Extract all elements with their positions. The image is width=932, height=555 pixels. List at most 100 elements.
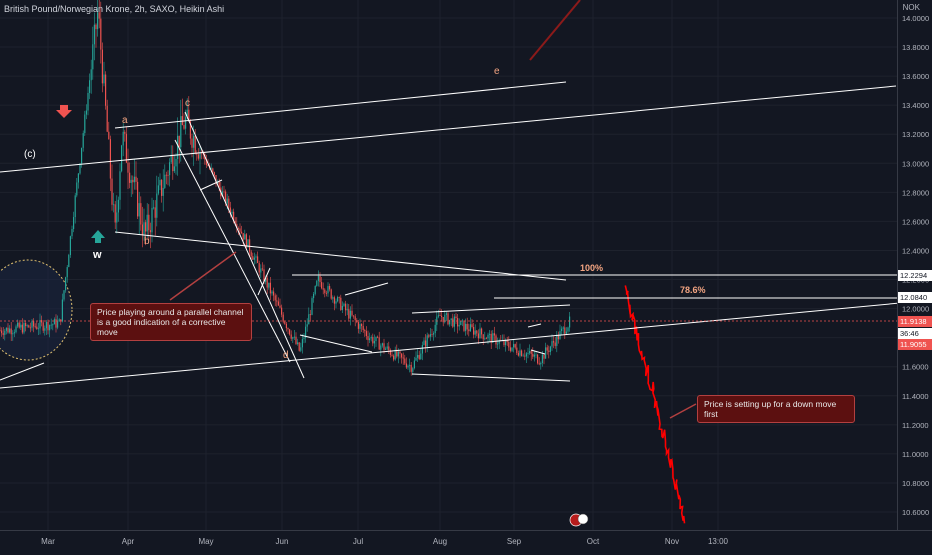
candle-body [1, 330, 3, 334]
candle-body [293, 336, 295, 338]
candle-body [42, 322, 44, 331]
candle-body [404, 358, 406, 364]
wave-label-e: e [494, 66, 500, 77]
candle-body [401, 353, 403, 358]
candle-body [109, 139, 111, 179]
candle-body [151, 207, 153, 233]
box-bottom-line [411, 373, 571, 382]
candle-body [343, 303, 345, 306]
candle-body [87, 92, 89, 111]
candle-body [97, 12, 99, 30]
candle-body [476, 330, 478, 334]
candle-body [324, 289, 326, 293]
candle-body [567, 327, 569, 332]
candle-body [25, 323, 27, 327]
x-tick-label: 13:00 [708, 537, 729, 546]
candle-body [516, 347, 518, 354]
wave-label-b: b [144, 236, 150, 247]
candle-body [557, 334, 559, 340]
candle-body [61, 299, 63, 322]
price-axis-bg[interactable] [898, 0, 932, 530]
candle-body [415, 357, 417, 361]
candle-body [412, 368, 414, 372]
candle-body [377, 336, 379, 338]
candle-body [474, 330, 476, 335]
candle-body [284, 321, 286, 324]
candle-body [18, 322, 20, 328]
candle-body [194, 135, 196, 154]
candle-body [335, 301, 337, 304]
candle-body [549, 346, 551, 352]
y-tick-label: 13.2000 [902, 130, 929, 139]
candle-body [145, 222, 147, 232]
candle-body [495, 335, 497, 345]
candle-body [295, 336, 297, 344]
candle-body [460, 320, 462, 326]
candle-body [413, 360, 415, 369]
candle-body [514, 344, 516, 348]
x-tick-label: Sep [507, 537, 522, 546]
candle-body [245, 234, 247, 248]
candle-body [564, 327, 566, 334]
candle-body [143, 222, 145, 236]
jun-lower-line [299, 334, 373, 353]
candle-body [60, 319, 62, 322]
candle-body [169, 162, 171, 176]
candle-body [276, 300, 278, 302]
candle-body [132, 179, 134, 183]
callout-left-pointer [169, 251, 237, 301]
trend-lines [0, 81, 932, 389]
candle-body [556, 334, 558, 346]
candle-body [479, 328, 481, 339]
candle-body [361, 324, 363, 327]
candle-body [31, 321, 33, 328]
candle-body [509, 347, 511, 351]
candle-body [330, 289, 332, 299]
candle-body [212, 168, 214, 173]
candle-body [189, 121, 191, 139]
candle-body [481, 328, 483, 335]
candle-body [490, 333, 492, 343]
candle-body [223, 191, 225, 193]
candle-body [327, 286, 329, 294]
candle-body [349, 310, 351, 319]
candles [0, 0, 571, 376]
candle-body [338, 297, 340, 298]
axis-unit: NOK [902, 3, 920, 12]
candle-body [26, 325, 28, 327]
candle-body [529, 351, 531, 354]
candle-body [146, 214, 148, 232]
event-icon-2[interactable] [577, 513, 589, 525]
candle-body [445, 313, 447, 315]
candle-body [258, 262, 260, 273]
candle-body [69, 236, 71, 255]
candle-body [421, 345, 423, 354]
candle-body [244, 234, 246, 240]
candle-body [217, 181, 219, 184]
candle-body [458, 325, 460, 327]
candle-body [173, 166, 175, 172]
candle-body [191, 138, 193, 148]
candle-body [297, 342, 299, 344]
candle-body [298, 342, 300, 351]
candle-body [93, 24, 95, 45]
candle-body [333, 297, 335, 304]
x-tick-label: Nov [665, 537, 679, 546]
candle-body [517, 353, 519, 356]
candle-body [188, 109, 190, 122]
candle-body [561, 328, 563, 332]
candle-body [407, 365, 409, 368]
candle-body [13, 332, 15, 334]
candle-body [100, 18, 102, 50]
candle-body [250, 251, 252, 257]
candle-body [197, 154, 199, 159]
c-d-line-a [184, 111, 305, 379]
candle-body [290, 334, 292, 339]
candle-body [420, 353, 422, 360]
candle-body [325, 292, 327, 294]
candle-body [565, 331, 567, 334]
candle-body [50, 324, 52, 326]
candle-body [489, 333, 491, 335]
